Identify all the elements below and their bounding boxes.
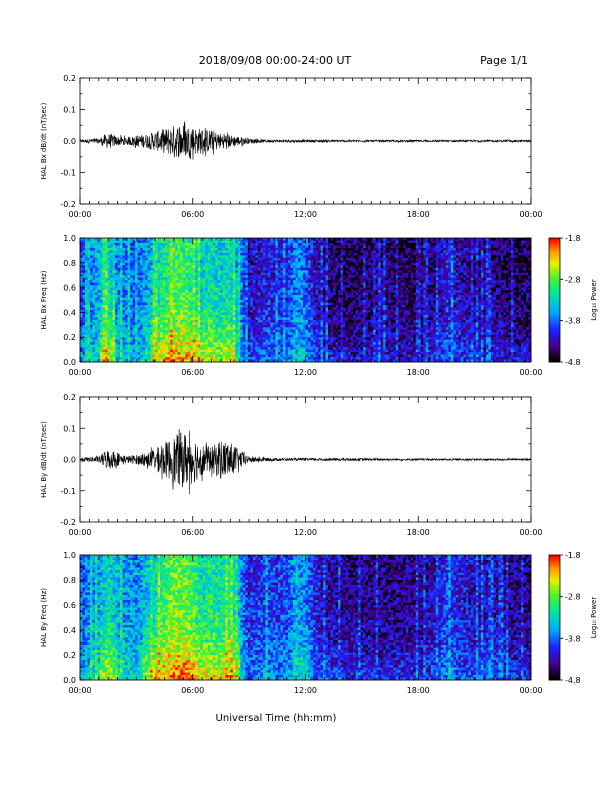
by-dbdt-ytick-label: -0.1 <box>60 487 76 496</box>
bx-dbdt-panel: 0.20.10.0-0.1-0.200:00 06:00 12:00 18:00 00:… <box>40 74 543 219</box>
by-spectrogram-xtick-label: 18:00 <box>407 686 430 695</box>
page-title: 2018/09/08 00:00-24:00 UT <box>199 54 352 67</box>
by-spectrogram-colorbar-tick-label: -2.8 <box>565 593 581 602</box>
bx-spectrogram-colorbar-tick-label: -2.8 <box>565 275 581 284</box>
by-dbdt-frame <box>79 396 532 523</box>
by-spectrogram-ytick-label: 0.0 <box>63 676 76 685</box>
bx-spectrogram-xtick-label: 06:00 <box>181 368 204 377</box>
by-spectrogram-colorbar-frame <box>548 554 561 681</box>
by-spectrogram-xtick-label: 00:00 <box>68 686 91 695</box>
by-spectrogram-xtick-label: 12:00 <box>294 686 317 695</box>
bx-spectrogram-ylabel: HAL Bx Freq (Hz) <box>40 270 48 329</box>
by-spectrogram-ylabel: HAL By Freq (Hz) <box>40 588 48 647</box>
bx-spectrogram-xtick-label: 00:00 <box>68 368 91 377</box>
bx-spectrogram-xtick-label: 00:00 <box>519 368 542 377</box>
bx-spectrogram-colorbar-tick-label: -1.8 <box>565 234 581 243</box>
by-spectrogram-cells <box>80 555 532 681</box>
bx-dbdt-ytick-label: -0.1 <box>60 169 76 178</box>
bx-spectrogram-ytick-label: 0.4 <box>63 308 76 317</box>
bx-dbdt-frame <box>79 77 532 205</box>
bx-spectrogram-ytick-label: 0.8 <box>63 259 76 268</box>
by-spectrogram-colorbar-ticks <box>560 554 563 681</box>
by-dbdt-trace <box>79 429 532 495</box>
bx-dbdt-trace <box>79 121 532 160</box>
by-spectrogram-ytick-label: 0.4 <box>63 626 76 635</box>
by-spectrogram-colorbar-label: Log₁₀ Power <box>590 597 598 639</box>
bx-dbdt-ytick-label: 0.0 <box>63 137 76 146</box>
bx-spectrogram-frame <box>79 237 532 363</box>
by-dbdt-xtick-label: 00:00 <box>68 528 91 537</box>
bx-spectrogram-colorbar-tick-label: -3.8 <box>565 317 581 326</box>
bx-spectrogram-colorbar-tick-label: -4.8 <box>565 358 581 367</box>
bx-spectrogram-xtick-label: 12:00 <box>294 368 317 377</box>
by-dbdt-ylabel: HAL By dB/dt (nT/sec) <box>40 421 48 498</box>
bx-dbdt-xtick-label: 00:00 <box>519 210 542 219</box>
x-axis-title: Universal Time (hh:mm) <box>216 713 337 724</box>
bx-spectrogram-ytick-label: 0.6 <box>63 284 76 293</box>
bx-spectrogram-panel: -1.8 -2.8 -3.8 -4.8 Log₁₀ Power 1.0 0.8 0.6 0.4 0… <box>40 234 598 377</box>
by-dbdt-xtick-label: 00:00 <box>519 528 542 537</box>
bx-dbdt-xtick-label: 12:00 <box>294 210 317 219</box>
by-dbdt-ytick-label: 0.2 <box>63 393 76 402</box>
bx-dbdt-xtick-label: 18:00 <box>407 210 430 219</box>
by-spectrogram-colorbar-tick-label: -3.8 <box>565 634 581 643</box>
by-spectrogram-panel: -1.8 -2.8 -3.8 -4.8 Log₁₀ Power 1.0 0.8 0.6 0.4 0… <box>40 551 598 695</box>
by-dbdt-ytick-label: 0.1 <box>63 424 76 433</box>
by-dbdt-ytick-label: -0.2 <box>60 518 76 527</box>
by-spectrogram-colorbar-tick-label: -4.8 <box>565 676 581 685</box>
by-spectrogram-xtick-label: 00:00 <box>519 686 542 695</box>
bx-spectrogram-ytick-label: 1.0 <box>63 234 76 243</box>
bx-spectrogram-colorbar-ticks <box>560 237 563 363</box>
page-number: Page 1/1 <box>480 54 528 67</box>
bx-dbdt-ytick-label: -0.2 <box>60 200 76 209</box>
by-spectrogram-colorbar: -1.8 -2.8 -3.8 -4.8 Log₁₀ Power <box>548 551 598 685</box>
bx-spectrogram-colorbar: -1.8 -2.8 -3.8 -4.8 Log₁₀ Power <box>548 234 598 367</box>
bx-dbdt-ylabel: HAL Bx dB/dt (nT/sec) <box>40 102 48 179</box>
by-spectrogram-ytick-label: 1.0 <box>63 551 76 560</box>
bx-spectrogram-xtick-label: 18:00 <box>407 368 430 377</box>
bx-spectrogram-ytick-label: 0.0 <box>63 358 76 367</box>
by-spectrogram-ytick-label: 0.8 <box>63 576 76 585</box>
by-spectrogram-frame <box>79 554 532 681</box>
bx-spectrogram-colorbar-frame <box>548 237 561 363</box>
by-spectrogram-ytick-label: 0.6 <box>63 601 76 610</box>
bx-dbdt-ytick-label: 0.1 <box>63 106 76 115</box>
bx-dbdt-ytick-label: 0.2 <box>63 74 76 83</box>
by-dbdt-xtick-label: 12:00 <box>294 528 317 537</box>
bx-spectrogram-cells <box>80 238 532 363</box>
by-dbdt-ytick-label: 0.0 <box>63 456 76 465</box>
by-dbdt-xtick-label: 06:00 <box>181 528 204 537</box>
bx-spectrogram-colorbar-label: Log₁₀ Power <box>590 279 598 321</box>
bx-dbdt-xtick-label: 06:00 <box>181 210 204 219</box>
by-spectrogram-colorbar-tick-label: -1.8 <box>565 551 581 560</box>
by-dbdt-panel: 0.20.10.0-0.1-0.200:00 06:00 12:00 18:00 00:… <box>40 393 543 537</box>
by-spectrogram-xtick-label: 06:00 <box>181 686 204 695</box>
bx-spectrogram-ytick-label: 0.2 <box>63 333 76 342</box>
bx-dbdt-xtick-label: 00:00 <box>68 210 91 219</box>
by-spectrogram-ytick-label: 0.2 <box>63 651 76 660</box>
by-dbdt-xtick-label: 18:00 <box>407 528 430 537</box>
